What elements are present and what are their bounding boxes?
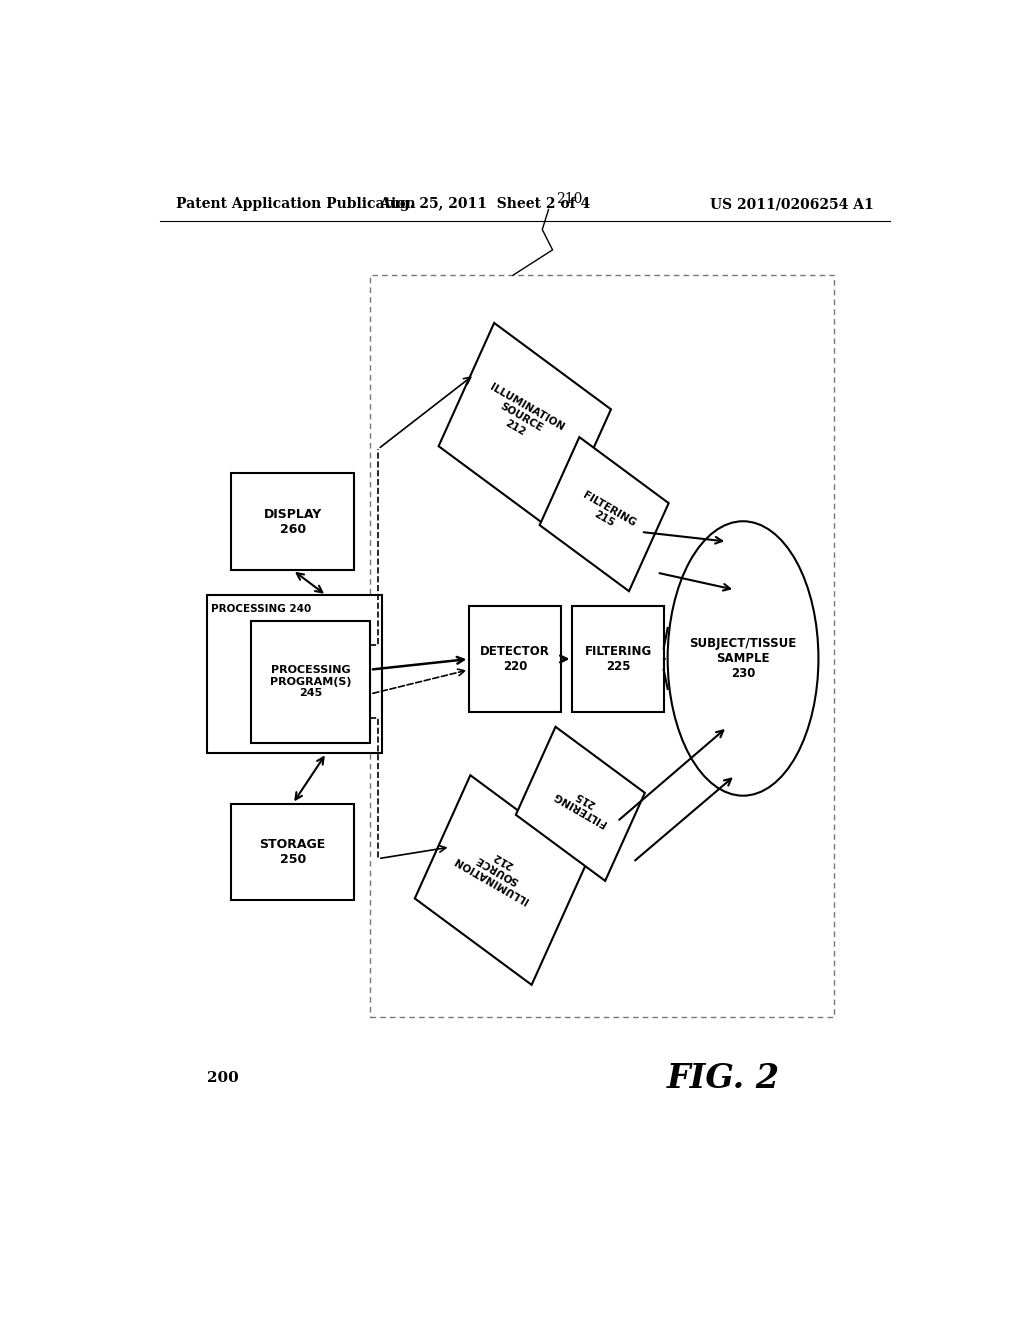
Ellipse shape bbox=[668, 521, 818, 796]
Polygon shape bbox=[415, 775, 587, 985]
Text: PROCESSING
PROGRAM(S)
245: PROCESSING PROGRAM(S) 245 bbox=[269, 665, 351, 698]
Text: DISPLAY
260: DISPLAY 260 bbox=[263, 508, 322, 536]
Bar bbox=[251, 620, 370, 743]
Text: US 2011/0206254 A1: US 2011/0206254 A1 bbox=[711, 197, 873, 211]
Polygon shape bbox=[438, 323, 611, 532]
Text: Patent Application Publication: Patent Application Publication bbox=[176, 197, 416, 211]
Text: FILTERING
215: FILTERING 215 bbox=[575, 490, 638, 539]
Text: DETECTOR
220: DETECTOR 220 bbox=[480, 645, 550, 673]
Text: STORAGE
250: STORAGE 250 bbox=[259, 838, 326, 866]
Bar bbox=[231, 474, 354, 570]
Text: PROCESSING 240: PROCESSING 240 bbox=[211, 603, 311, 614]
Polygon shape bbox=[516, 727, 645, 880]
Bar bbox=[572, 606, 664, 713]
Bar bbox=[469, 606, 560, 713]
Text: 200: 200 bbox=[207, 1072, 240, 1085]
Text: SUBJECT/TISSUE
SAMPLE
230: SUBJECT/TISSUE SAMPLE 230 bbox=[689, 638, 797, 680]
Bar bbox=[207, 595, 382, 752]
Bar bbox=[231, 804, 354, 900]
Text: ILLUMINATION
SOURCE
212: ILLUMINATION SOURCE 212 bbox=[453, 834, 542, 906]
Bar bbox=[370, 276, 835, 1018]
Text: FILTERING
225: FILTERING 225 bbox=[585, 645, 651, 673]
Text: FILTERING
215: FILTERING 215 bbox=[552, 780, 613, 828]
Text: ILLUMINATION
SOURCE
212: ILLUMINATION SOURCE 212 bbox=[476, 383, 565, 453]
Text: 210: 210 bbox=[557, 191, 583, 206]
Text: Aug. 25, 2011  Sheet 2 of 4: Aug. 25, 2011 Sheet 2 of 4 bbox=[380, 197, 591, 211]
Text: FIG. 2: FIG. 2 bbox=[667, 1061, 779, 1094]
Polygon shape bbox=[540, 437, 669, 591]
